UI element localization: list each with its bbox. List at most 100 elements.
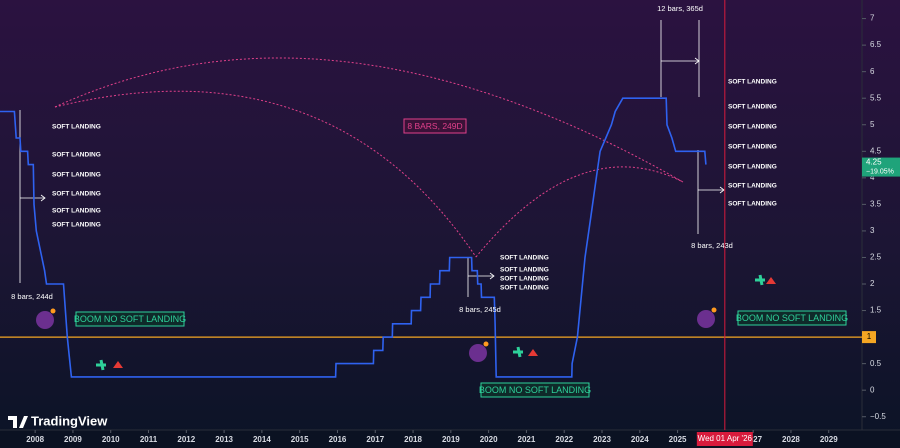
y-tick-label: 3	[870, 226, 875, 235]
arc	[54, 57, 684, 183]
house	[113, 361, 123, 368]
x-tick-label: 2025	[669, 435, 687, 444]
house	[528, 349, 538, 356]
bomb-fuse	[711, 307, 717, 313]
x-tick-label: 2017	[366, 435, 384, 444]
plane	[96, 359, 106, 371]
x-tick-label: 2013	[215, 435, 233, 444]
x-tick-label: 2024	[631, 435, 649, 444]
x-tick-label: 2010	[102, 435, 120, 444]
soft-landing-label: SOFT LANDING	[52, 222, 101, 229]
price-tag	[862, 157, 900, 177]
bomb-fuse	[483, 341, 489, 347]
level-label: 1	[867, 332, 872, 341]
boom-label: BOOM NO SOFT LANDING	[736, 313, 848, 323]
bomb	[469, 344, 487, 362]
soft-landing-label: SOFT LANDING	[52, 124, 101, 131]
x-tick-label: 2009	[64, 435, 82, 444]
crosshair-label: Wed 01 Apr '26	[698, 434, 753, 443]
arc	[475, 166, 684, 258]
y-tick-label: 6	[870, 67, 875, 76]
y-tick-label: 0.5	[870, 359, 882, 368]
soft-landing-label: SOFT LANDING	[728, 201, 777, 208]
x-tick-label: 2018	[404, 435, 422, 444]
x-tick-label: 2012	[177, 435, 195, 444]
y-tick-label: −0.5	[870, 412, 886, 421]
y-tick-label: 3.5	[870, 199, 882, 208]
y-tick-label: 7	[870, 14, 875, 23]
x-tick-label: 2019	[442, 435, 460, 444]
boom-box	[75, 311, 185, 327]
logo-mark	[8, 416, 17, 428]
brand: TradingView	[31, 413, 108, 428]
rate-line	[0, 97, 707, 378]
house	[766, 277, 776, 284]
y-tick-label: 2	[870, 279, 875, 288]
y-tick-label: 5	[870, 120, 875, 129]
boom-label: BOOM NO SOFT LANDING	[74, 314, 186, 324]
soft-landing-label: SOFT LANDING	[500, 267, 549, 274]
measure-label: 8 bars, 245d	[459, 305, 501, 314]
crosshair-tag	[696, 432, 753, 446]
bomb	[36, 311, 54, 329]
y-tick-label: 4	[870, 173, 875, 182]
soft-landing-label: SOFT LANDING	[728, 124, 777, 131]
logo: TradingView	[8, 413, 108, 428]
logo-mark	[19, 416, 28, 428]
arrow	[694, 57, 700, 65]
boom-label: BOOM NO SOFT LANDING	[479, 385, 591, 395]
x-tick-label: 2014	[253, 435, 271, 444]
soft-landing-label: SOFT LANDING	[728, 79, 777, 86]
soft-landing-label: SOFT LANDING	[52, 191, 101, 198]
arcs	[54, 57, 684, 258]
soft-landing-label: SOFT LANDING	[728, 164, 777, 171]
x-tick-label: 2020	[480, 435, 498, 444]
y-tick-label: 1.5	[870, 306, 882, 315]
x-tick-label: 2022	[555, 435, 573, 444]
soft-landing-label: SOFT LANDING	[728, 183, 777, 190]
x-tick-label: 2027	[744, 435, 762, 444]
soft-landing-label: SOFT LANDING	[728, 104, 777, 111]
x-tick-label: 2023	[593, 435, 611, 444]
plane	[755, 274, 765, 286]
time-axis-bg	[0, 430, 900, 448]
x-tick-label: 2008	[26, 435, 44, 444]
x-tick-label: 2028	[782, 435, 800, 444]
icons	[36, 274, 776, 371]
soft-landing-label: SOFT LANDING	[500, 285, 549, 292]
bomb-fuse	[50, 308, 56, 314]
arrow	[489, 272, 495, 280]
y-tick-label: 2.5	[870, 253, 882, 262]
y-tick-label: 4.5	[870, 146, 882, 155]
soft-landing-label: SOFT LANDING	[52, 152, 101, 159]
soft-landing-label: SOFT LANDING	[500, 276, 549, 283]
arc-label: 8 BARS, 249D	[407, 121, 462, 131]
arrow	[40, 194, 46, 202]
price-tag-change: −19.05%	[866, 168, 894, 175]
soft-landing-label: SOFT LANDING	[52, 208, 101, 215]
y-tick-label: 6.5	[870, 40, 882, 49]
soft-landing-label: SOFT LANDING	[728, 144, 777, 151]
x-tick-label: 2029	[820, 435, 838, 444]
x-tick-label: 2015	[291, 435, 309, 444]
boom-box	[737, 310, 847, 326]
plane	[513, 346, 523, 358]
measure-label: 8 bars, 243d	[691, 241, 733, 250]
price-tag-value: 4.25	[866, 158, 882, 167]
y-tick-label: 5.5	[870, 93, 882, 102]
arrow	[719, 186, 725, 194]
y-tick-label: 0	[870, 385, 875, 394]
level-tag	[862, 331, 876, 344]
boom-box	[480, 382, 590, 398]
arc-label-box	[403, 118, 467, 134]
x-tick-label: 2016	[329, 435, 347, 444]
bomb	[697, 310, 715, 328]
measure-label: 12 bars, 365d	[657, 4, 703, 13]
soft-landing-label: SOFT LANDING	[52, 172, 101, 179]
x-tick-label: 2021	[518, 435, 536, 444]
soft-landing-label: SOFT LANDING	[500, 255, 549, 262]
measure-label: 8 bars, 244d	[11, 292, 53, 301]
x-tick-label: 2011	[140, 435, 158, 444]
